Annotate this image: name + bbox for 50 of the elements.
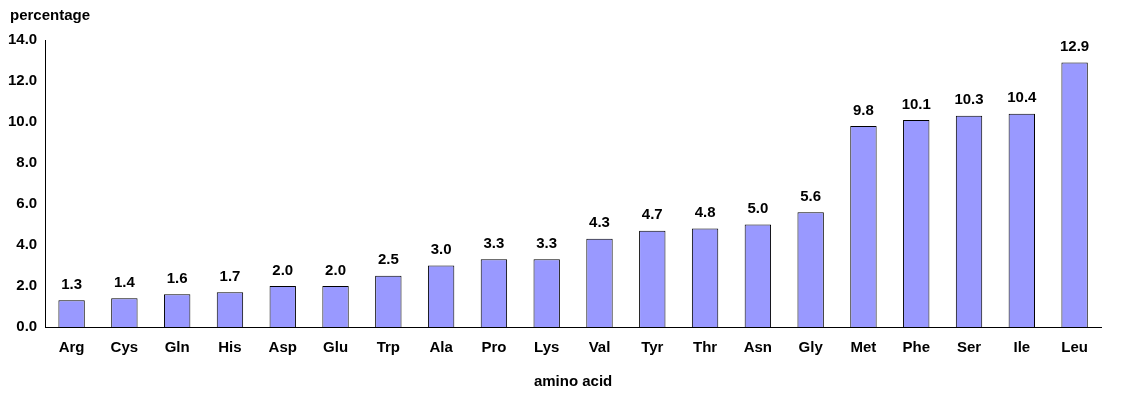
data-label: 1.6 <box>166 268 188 286</box>
x-tick-label: Ile <box>1013 338 1031 356</box>
x-tick-label: Cys <box>110 338 139 356</box>
data-label: 5.0 <box>747 199 769 217</box>
x-axis-title: amino acid <box>533 372 613 390</box>
data-label: 3.3 <box>536 233 558 251</box>
y-tick-label: 4.0 <box>16 235 38 253</box>
data-label: 1.3 <box>61 274 83 292</box>
x-tick-label: Met <box>850 338 877 356</box>
data-label: 4.8 <box>694 203 716 221</box>
x-tick-label: Asn <box>743 338 773 356</box>
data-label: 3.0 <box>430 240 452 258</box>
data-label: 12.9 <box>1060 37 1090 55</box>
data-label: 1.7 <box>219 266 241 284</box>
data-label: 2.0 <box>325 260 346 278</box>
x-tick-label: Glu <box>323 338 349 356</box>
x-tick-label: Gly <box>798 338 824 356</box>
x-tick-label: Gln <box>164 338 190 356</box>
data-label: 10.1 <box>901 94 931 112</box>
x-tick-label: Ser <box>956 338 982 356</box>
y-axis-title: percentage <box>10 6 91 23</box>
data-label: 10.3 <box>954 90 984 108</box>
x-tick-label: Lys <box>534 338 560 356</box>
x-tick-label: Asp <box>268 338 297 356</box>
x-tick-label: Val <box>588 338 611 356</box>
data-label: 4.7 <box>641 205 663 223</box>
y-tick-label: 8.0 <box>16 153 38 171</box>
y-tick-label: 2.0 <box>16 276 38 294</box>
x-tick-label: Thr <box>692 338 718 356</box>
x-tick-label: Leu <box>1061 338 1088 356</box>
y-tick-label: 6.0 <box>16 194 38 212</box>
data-label: 2.5 <box>377 250 399 268</box>
data-label: 10.4 <box>1007 88 1038 106</box>
x-tick-label: Ala <box>429 338 454 356</box>
y-tick-label: 12.0 <box>7 71 38 89</box>
data-label: 9.8 <box>853 100 874 118</box>
data-label: 1.4 <box>113 272 136 290</box>
x-tick-label: Tyr <box>641 338 664 356</box>
x-tick-label: Trp <box>376 338 400 356</box>
x-tick-label: His <box>218 338 242 356</box>
y-tick-label: 0.0 <box>16 317 38 335</box>
data-label: 3.3 <box>483 233 505 251</box>
x-tick-label: Phe <box>902 338 930 356</box>
x-tick-label: Arg <box>58 338 85 356</box>
data-label: 5.6 <box>800 186 822 204</box>
data-label: 4.3 <box>589 213 610 231</box>
x-tick-label: Pro <box>481 338 507 356</box>
y-tick-label: 14.0 <box>7 30 38 48</box>
y-tick-label: 10.0 <box>7 112 38 130</box>
data-label: 2.0 <box>272 260 294 278</box>
